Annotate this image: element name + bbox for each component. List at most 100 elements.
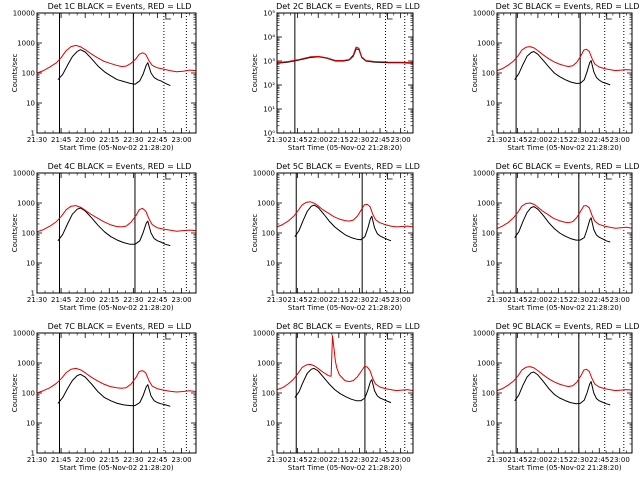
panel-det-9: Det 9C BLACK = Events, RED = LLD 1 10 100 10…	[471, 322, 639, 472]
y-tick-label: 1000	[477, 40, 495, 48]
plot-frame	[276, 12, 414, 134]
bracket-marker	[606, 13, 612, 20]
lld-curve	[36, 44, 197, 74]
y-tick-label: 1000	[477, 200, 495, 208]
y-tick-label: 1	[271, 290, 275, 298]
x-tick-label: 23:00	[391, 296, 411, 304]
x-axis-label: Start Time (05-Nov-02 21:28:20)	[59, 304, 173, 312]
panel-title: Det 1C BLACK = Events, RED = LLD	[48, 2, 192, 11]
y-tick-label: 1	[31, 130, 35, 138]
plot-frame	[496, 332, 633, 454]
x-tick-label: 22:00	[75, 296, 95, 304]
x-tick-label: 23:00	[171, 456, 191, 464]
y-axis-label: Counts/sec	[471, 54, 479, 93]
x-tick-label: 21:30	[27, 456, 47, 464]
y-tick-label: 1	[491, 290, 495, 298]
panel-det-8: Det 8C BLACK = Events, RED = LLD 1 10 100 10…	[251, 322, 420, 472]
x-tick-label: 21:30	[267, 456, 287, 464]
y-tick-label: 1	[31, 450, 35, 458]
x-tick-label: 21:45	[51, 296, 71, 304]
x-tick-label: 21:30	[27, 296, 47, 304]
y-axis-label: Counts/sec	[251, 214, 259, 253]
bracket-marker	[387, 13, 393, 20]
events-curve	[514, 371, 611, 406]
x-axis-label: Start Time (05-Nov-02 21:28:20)	[288, 464, 402, 472]
panel-title: Det 4C BLACK = Events, RED = LLD	[48, 162, 192, 171]
y-tick-label: 100	[482, 70, 495, 78]
y-axis-label: Counts/sec	[11, 214, 19, 253]
x-tick-label: 22:30	[569, 136, 589, 144]
lld-curve	[276, 201, 414, 228]
y-tick-label: 10	[26, 260, 35, 268]
y-tick-label: 10000	[13, 170, 35, 178]
y-tick-label: 1000	[257, 200, 275, 208]
events-curve	[57, 207, 171, 247]
panel-title: Det 5C BLACK = Events, RED = LLD	[276, 162, 420, 171]
bracket-marker	[165, 173, 171, 180]
x-tick-label: 22:00	[75, 136, 95, 144]
x-tick-label: 22:30	[569, 296, 589, 304]
y-tick-label: 10	[266, 420, 275, 428]
x-tick-label: 22:15	[548, 136, 568, 144]
x-tick-label: 22:30	[123, 296, 143, 304]
events-curve	[294, 367, 392, 404]
y-tick-label: 10³	[263, 58, 275, 66]
lld-curve	[36, 367, 197, 394]
bracket-marker	[606, 333, 612, 340]
x-tick-label: 23:00	[171, 296, 191, 304]
y-tick-label: 1000	[17, 200, 35, 208]
x-tick-label: 21:45	[288, 456, 308, 464]
y-tick-label: 1	[31, 290, 35, 298]
x-tick-label: 22:30	[349, 296, 369, 304]
y-tick-label: 10	[486, 260, 495, 268]
x-tick-label: 22:45	[589, 136, 609, 144]
y-tick-label: 10⁰	[263, 130, 275, 138]
x-tick-label: 22:15	[548, 456, 568, 464]
bracket-marker	[165, 13, 171, 20]
x-tick-label: 22:30	[569, 456, 589, 464]
lld-curve	[496, 46, 633, 72]
x-tick-label: 21:45	[288, 296, 308, 304]
y-tick-label: 100	[482, 390, 495, 398]
panel-title: Det 9C BLACK = Events, RED = LLD	[496, 322, 640, 331]
events-curve	[514, 206, 611, 243]
lld-curve	[276, 46, 414, 64]
y-tick-label: 10000	[253, 330, 275, 338]
x-tick-label: 22:00	[75, 456, 95, 464]
x-tick-label: 21:45	[288, 136, 308, 144]
x-tick-label: 23:00	[610, 456, 630, 464]
panel-det-1: Det 1C BLACK = Events, RED = LLD 1 10 100 10…	[11, 2, 197, 152]
plot-frame	[496, 172, 633, 294]
panel-title: Det 6C BLACK = Events, RED = LLD	[496, 162, 640, 171]
x-tick-label: 21:30	[487, 456, 507, 464]
y-axis-label: Counts/sec	[471, 374, 479, 413]
plot-frame	[276, 332, 414, 454]
events-curve	[57, 373, 171, 407]
x-axis-label: Start Time (05-Nov-02 21:28:20)	[507, 144, 621, 152]
x-tick-label: 22:45	[589, 296, 609, 304]
bracket-marker	[387, 173, 393, 180]
y-tick-label: 10²	[263, 82, 275, 90]
panel-title: Det 2C BLACK = Events, RED = LLD	[276, 2, 420, 11]
bracket-marker	[387, 333, 393, 340]
x-tick-label: 22:15	[99, 136, 119, 144]
y-axis-label: Counts/sec	[251, 374, 259, 413]
x-tick-label: 22:30	[123, 136, 143, 144]
y-tick-label: 1	[271, 450, 275, 458]
x-tick-label: 23:00	[171, 136, 191, 144]
y-axis-label: Counts/sec	[11, 54, 19, 93]
x-axis-label: Start Time (05-Nov-02 21:28:20)	[59, 144, 173, 152]
bracket-marker	[606, 173, 612, 180]
x-tick-label: 23:00	[610, 136, 630, 144]
x-tick-label: 22:15	[329, 456, 349, 464]
events-curve	[514, 51, 611, 86]
lld-curve	[496, 202, 633, 230]
y-tick-label: 1	[491, 450, 495, 458]
bracket-marker	[165, 333, 171, 340]
y-tick-label: 10000	[253, 170, 275, 178]
x-tick-label: 21:30	[487, 136, 507, 144]
y-tick-label: 10	[26, 100, 35, 108]
events-curve	[57, 49, 171, 87]
